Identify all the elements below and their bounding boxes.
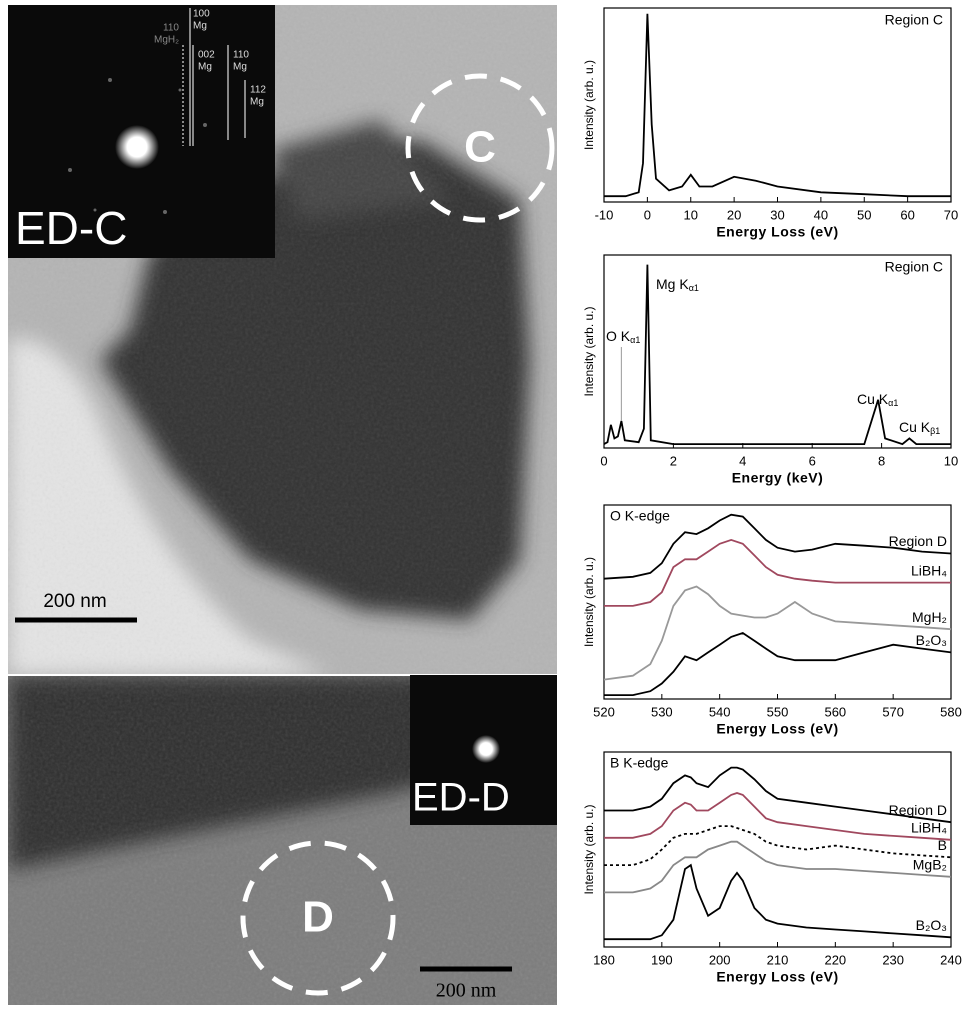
x-tick-label: 8 (878, 453, 885, 468)
x-tick-label: 20 (727, 207, 741, 222)
x-tick-label: 520 (593, 704, 615, 719)
diffraction-index: 002 (198, 50, 215, 61)
spectrum-line (604, 587, 951, 680)
series-label: B₂O₃ (916, 632, 947, 648)
x-tick-label: 4 (739, 453, 746, 468)
peak-label-sub: α1 (689, 283, 699, 293)
y-axis-label: Intensity (arb. u.) (582, 557, 596, 647)
x-tick-label: 530 (651, 704, 673, 719)
peak-label: O Kα1 (606, 328, 640, 346)
x-axis-label: Energy Loss (eV) (716, 969, 838, 985)
peak-label-text: O K (606, 328, 631, 344)
annotation: Region C (885, 259, 943, 275)
x-tick-label: 550 (767, 704, 789, 719)
peak-label: Cu Kβ1 (899, 419, 940, 437)
plot-frame (604, 752, 951, 947)
annotation: Region C (885, 12, 943, 28)
region-label: D (302, 893, 334, 942)
peak-label-sub: β1 (930, 426, 940, 436)
x-tick-label: 180 (593, 952, 615, 967)
series-label: Region D (889, 533, 947, 549)
peak-label-sub: α1 (630, 335, 640, 345)
diffraction-index: 110 (233, 50, 249, 61)
series-label: LiBH₄ (911, 562, 947, 578)
peak-label-sub: α1 (888, 398, 898, 408)
spectrum-line (604, 865, 951, 939)
series-label: B (938, 837, 947, 853)
spectrum-line (604, 540, 951, 606)
x-tick-label: 580 (940, 704, 962, 719)
x-tick-label: -10 (595, 207, 614, 222)
region-label: C (464, 123, 496, 172)
spectrum-line (604, 842, 951, 893)
x-tick-label: 200 (709, 952, 731, 967)
x-axis-label: Energy Loss (eV) (716, 224, 838, 240)
peak-label-text: Mg K (656, 276, 689, 292)
x-tick-label: 2 (670, 453, 677, 468)
x-tick-label: 30 (770, 207, 784, 222)
x-tick-label: 50 (857, 207, 871, 222)
y-axis-label: Intensity (arb. u.) (582, 306, 596, 396)
spectrum-line (604, 826, 951, 865)
inset-label: ED-C (15, 202, 127, 254)
x-tick-label: 240 (940, 952, 962, 967)
x-axis-label: Energy (keV) (732, 470, 824, 486)
scale-bar-label: 200 nm (43, 591, 106, 612)
chart-title: B K-edge (610, 755, 669, 771)
x-tick-label: 40 (814, 207, 828, 222)
x-tick-label: 70 (944, 207, 958, 222)
diffraction-phase: Mg (198, 62, 212, 73)
peak-label-text: Cu K (899, 419, 931, 435)
series-label: LiBH₄ (911, 819, 947, 835)
peak-label: Mg Kα1 (656, 276, 699, 294)
scale-bar-label: 200 nm (436, 980, 497, 1002)
diffraction-phase: Mg (250, 97, 264, 108)
peak-label-text: Cu K (857, 391, 889, 407)
y-axis-label: Intensity (arb. u.) (582, 804, 596, 894)
series-label: Region D (889, 802, 947, 818)
inset-label: ED-D (412, 776, 510, 820)
series-label: B₂O₃ (916, 917, 947, 933)
diffraction-phase: Mg (233, 62, 247, 73)
chart-title: O K-edge (610, 508, 670, 524)
x-tick-label: 0 (644, 207, 651, 222)
x-tick-label: 540 (709, 704, 731, 719)
x-tick-label: 230 (882, 952, 904, 967)
x-tick-label: 6 (809, 453, 816, 468)
spectrum-line (604, 14, 951, 196)
series-label: MgH₂ (912, 609, 947, 625)
x-tick-label: 10 (944, 453, 958, 468)
figure: ED-C C 200 nm ED-D D 200 nm 100Mg110MgH₂… (0, 0, 973, 1012)
y-axis-label: Intensity (arb. u.) (582, 60, 596, 150)
x-axis-label: Energy Loss (eV) (716, 721, 838, 737)
x-tick-label: 570 (882, 704, 904, 719)
diffraction-index: 112 (250, 85, 266, 96)
x-tick-label: 560 (824, 704, 846, 719)
x-tick-label: 220 (824, 952, 846, 967)
x-tick-label: 60 (900, 207, 914, 222)
diffraction-phase: MgH₂ (154, 35, 179, 46)
x-tick-label: 0 (600, 453, 607, 468)
series-label: MgB₂ (913, 857, 947, 873)
diffraction-index: 110 (163, 23, 179, 34)
diffraction-index: 100 (193, 9, 210, 20)
peak-label: Cu Kα1 (857, 391, 898, 409)
x-tick-label: 210 (767, 952, 789, 967)
spectrum-line (604, 633, 951, 695)
diffraction-phase: Mg (193, 21, 207, 32)
x-tick-label: 190 (651, 952, 673, 967)
x-tick-label: 10 (684, 207, 698, 222)
